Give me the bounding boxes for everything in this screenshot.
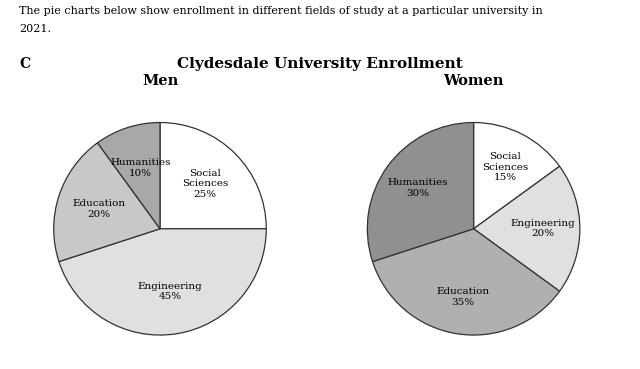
Text: C: C	[19, 57, 30, 71]
Text: Clydesdale University Enrollment: Clydesdale University Enrollment	[177, 57, 463, 71]
Text: Education
20%: Education 20%	[73, 199, 126, 219]
Wedge shape	[54, 143, 160, 262]
Text: Social
Sciences
15%: Social Sciences 15%	[482, 152, 528, 182]
Wedge shape	[474, 166, 580, 291]
Text: Humanities
30%: Humanities 30%	[387, 179, 448, 198]
Wedge shape	[474, 123, 559, 229]
Wedge shape	[160, 123, 266, 229]
Text: Humanities
10%: Humanities 10%	[110, 158, 170, 178]
Wedge shape	[97, 123, 160, 229]
Title: Women: Women	[444, 74, 504, 88]
Text: The pie charts below show enrollment in different fields of study at a particula: The pie charts below show enrollment in …	[19, 6, 543, 15]
Wedge shape	[367, 123, 474, 262]
Text: Engineering
20%: Engineering 20%	[510, 219, 575, 238]
Wedge shape	[59, 229, 266, 335]
Text: Education
35%: Education 35%	[436, 287, 490, 307]
Title: Men: Men	[142, 74, 178, 88]
Wedge shape	[372, 229, 559, 335]
Text: Engineering
45%: Engineering 45%	[138, 282, 202, 301]
Text: 2021.: 2021.	[19, 24, 51, 34]
Text: Social
Sciences
25%: Social Sciences 25%	[182, 169, 228, 199]
